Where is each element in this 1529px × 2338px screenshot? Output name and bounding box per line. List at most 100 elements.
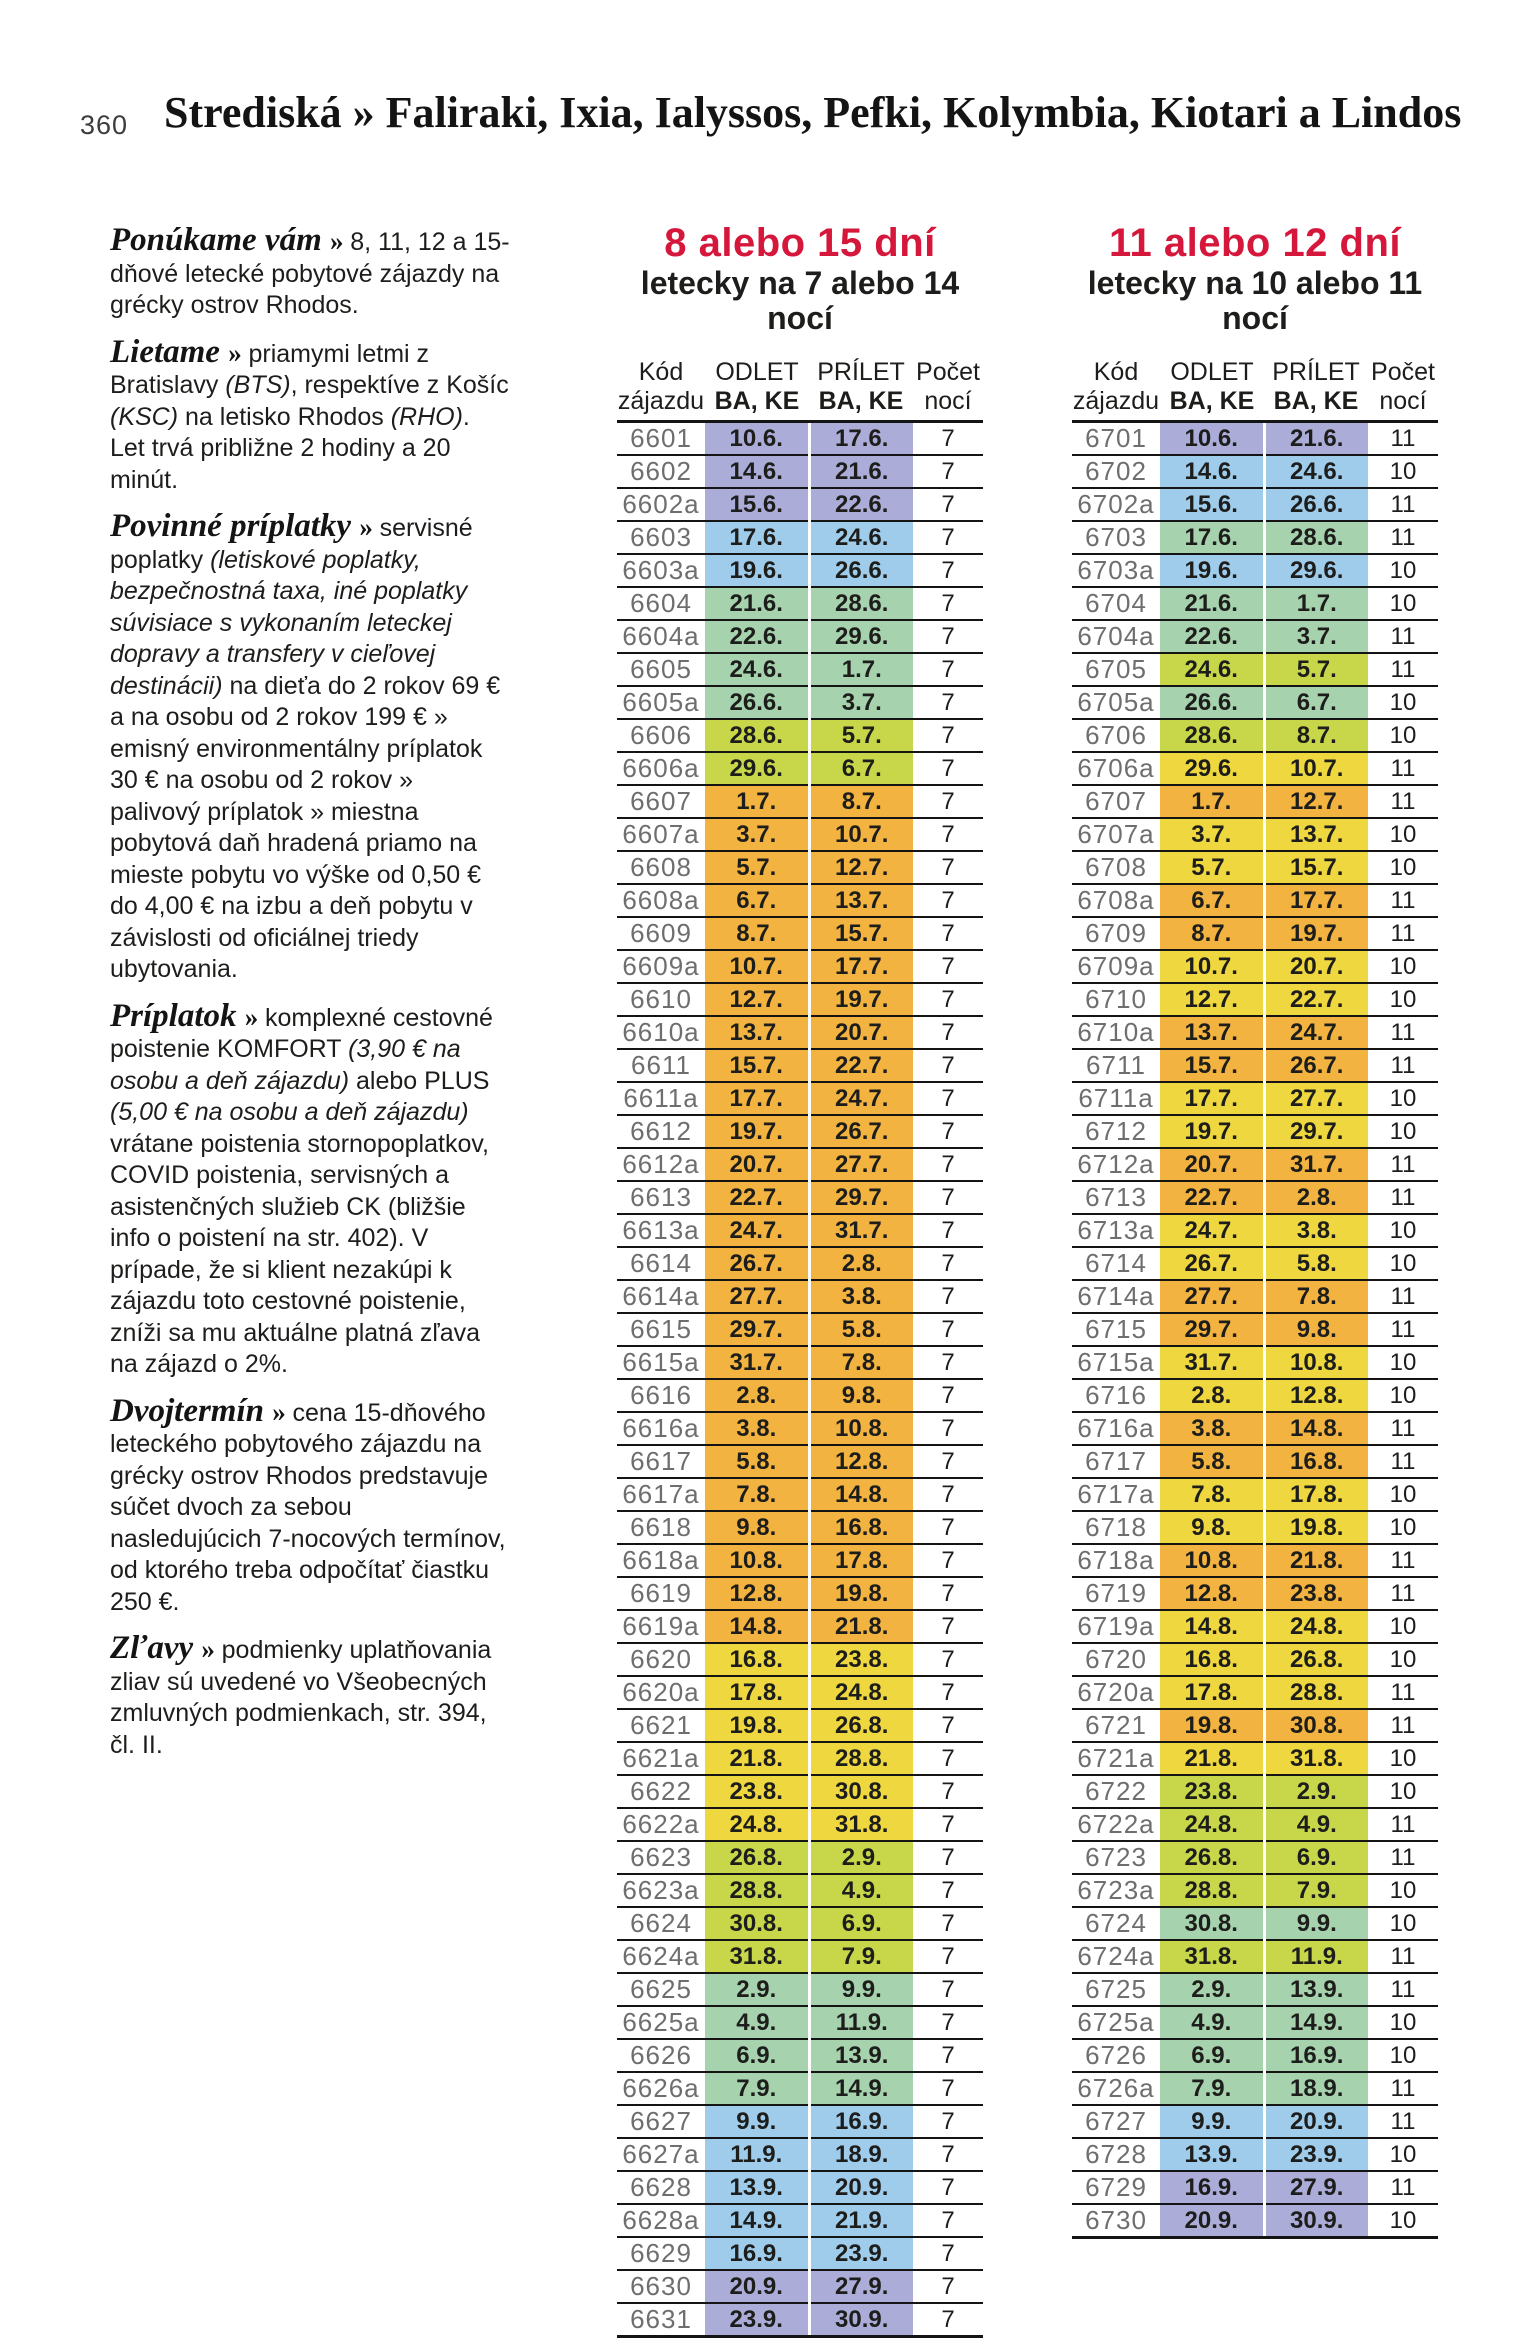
arrival-date: 2.8. bbox=[807, 1247, 913, 1282]
table-row: 6607 1.7. 8.7. 7 bbox=[617, 785, 983, 820]
departure-date: 15.6. bbox=[705, 488, 809, 523]
nights-count: 11 bbox=[1368, 1841, 1438, 1876]
nights-count: 7 bbox=[913, 554, 983, 589]
table-row: 6706 28.6. 8.7. 10 bbox=[1072, 719, 1438, 754]
arrival-date: 26.8. bbox=[807, 1709, 913, 1744]
arrival-date: 19.8. bbox=[807, 1577, 913, 1612]
departure-date: 2.8. bbox=[705, 1379, 809, 1414]
table-title: 8 alebo 15 dní bbox=[664, 221, 936, 265]
arrival-date: 1.7. bbox=[1262, 587, 1368, 622]
departure-date: 12.8. bbox=[1160, 1577, 1264, 1612]
nights-count: 7 bbox=[913, 1412, 983, 1447]
nights-count: 7 bbox=[913, 1313, 983, 1348]
info-paragraph: Povinné príplatky » servisné poplatky (l… bbox=[110, 510, 510, 986]
departure-date: 31.7. bbox=[705, 1346, 809, 1381]
col-header-nights: Počet nocí bbox=[1368, 358, 1438, 424]
arrival-date: 17.8. bbox=[807, 1544, 913, 1579]
nights-count: 7 bbox=[913, 1016, 983, 1051]
trip-code: 6715a bbox=[1072, 1346, 1160, 1381]
arrival-date: 14.8. bbox=[807, 1478, 913, 1513]
info-heading: Dvojtermín bbox=[110, 1392, 273, 1429]
departure-date: 3.7. bbox=[1160, 818, 1264, 853]
table-row: 6614 26.7. 2.8. 7 bbox=[617, 1247, 983, 1282]
nights-count: 10 bbox=[1368, 455, 1438, 490]
trip-code: 6625a bbox=[617, 2006, 705, 2041]
arrival-date: 2.8. bbox=[1262, 1181, 1368, 1216]
arrival-date: 16.8. bbox=[807, 1511, 913, 1546]
trip-code: 6631 bbox=[617, 2303, 705, 2338]
table-row: 6614a 27.7. 3.8. 7 bbox=[617, 1280, 983, 1315]
col-header-depart: ODLET BA, KE bbox=[705, 358, 809, 424]
trip-code: 6713 bbox=[1072, 1181, 1160, 1216]
departure-date: 28.6. bbox=[705, 719, 809, 754]
arrival-date: 11.9. bbox=[807, 2006, 913, 2041]
arrival-date: 27.9. bbox=[1262, 2171, 1368, 2206]
arrival-date: 20.7. bbox=[1262, 950, 1368, 985]
trip-code: 6629 bbox=[617, 2237, 705, 2272]
trip-code: 6704 bbox=[1072, 587, 1160, 622]
table-row: 6711 15.7. 26.7. 11 bbox=[1072, 1049, 1438, 1084]
table-row: 6611a 17.7. 24.7. 7 bbox=[617, 1082, 983, 1117]
nights-count: 7 bbox=[913, 653, 983, 688]
table-row: 6609 8.7. 15.7. 7 bbox=[617, 917, 983, 952]
table-row: 6714 26.7. 5.8. 10 bbox=[1072, 1247, 1438, 1282]
nights-count: 7 bbox=[913, 1214, 983, 1249]
table-row: 6715 29.7. 9.8. 11 bbox=[1072, 1313, 1438, 1348]
trip-code: 6622 bbox=[617, 1775, 705, 1810]
table-row: 6726a 7.9. 18.9. 11 bbox=[1072, 2072, 1438, 2107]
arrival-date: 14.8. bbox=[1262, 1412, 1368, 1447]
departure-date: 5.8. bbox=[705, 1445, 809, 1480]
trip-code: 6723 bbox=[1072, 1841, 1160, 1876]
departure-date: 15.7. bbox=[705, 1049, 809, 1084]
table-row: 6720 16.8. 26.8. 10 bbox=[1072, 1643, 1438, 1678]
arrival-date: 9.8. bbox=[1262, 1313, 1368, 1348]
trip-code: 6722a bbox=[1072, 1808, 1160, 1843]
arrival-date: 12.7. bbox=[1262, 785, 1368, 820]
nights-count: 10 bbox=[1368, 1082, 1438, 1117]
nights-count: 11 bbox=[1368, 1544, 1438, 1579]
nights-count: 11 bbox=[1368, 1577, 1438, 1612]
arrival-date: 19.8. bbox=[1262, 1511, 1368, 1546]
table-row: 6606 28.6. 5.7. 7 bbox=[617, 719, 983, 754]
info-paragraph: Lietame » priamymi letmi z Bratislavy (B… bbox=[110, 335, 510, 497]
table-row: 6723a 28.8. 7.9. 10 bbox=[1072, 1874, 1438, 1909]
nights-count: 10 bbox=[1368, 950, 1438, 985]
nights-count: 11 bbox=[1368, 2072, 1438, 2107]
table-row: 6718 9.8. 19.8. 10 bbox=[1072, 1511, 1438, 1546]
departure-date: 26.6. bbox=[1160, 686, 1264, 721]
table-row: 6703 17.6. 28.6. 11 bbox=[1072, 521, 1438, 556]
nights-count: 7 bbox=[913, 1742, 983, 1777]
arrival-date: 8.7. bbox=[807, 785, 913, 820]
departure-date: 19.8. bbox=[1160, 1709, 1264, 1744]
table-row: 6602 14.6. 21.6. 7 bbox=[617, 455, 983, 490]
arrival-date: 19.7. bbox=[1262, 917, 1368, 952]
trip-code: 6609a bbox=[617, 950, 705, 985]
table-row: 6711a 17.7. 27.7. 10 bbox=[1072, 1082, 1438, 1117]
info-text: , respektíve z Košíc bbox=[290, 371, 509, 399]
table-row: 6719a 14.8. 24.8. 10 bbox=[1072, 1610, 1438, 1645]
nights-count: 7 bbox=[913, 1676, 983, 1711]
arrival-date: 5.7. bbox=[1262, 653, 1368, 688]
info-text: alebo PLUS bbox=[349, 1066, 490, 1095]
departure-date: 7.8. bbox=[705, 1478, 809, 1513]
guillemet-separator: » bbox=[244, 1001, 266, 1032]
table-row: 6715a 31.7. 10.8. 10 bbox=[1072, 1346, 1438, 1381]
departure-date: 2.8. bbox=[1160, 1379, 1264, 1414]
nights-count: 7 bbox=[913, 983, 983, 1018]
col-header-nights: Počet nocí bbox=[913, 358, 983, 424]
guillemet-separator: » bbox=[228, 337, 249, 368]
table-row: 6721a 21.8. 31.8. 10 bbox=[1072, 1742, 1438, 1777]
departure-date: 12.7. bbox=[705, 983, 809, 1018]
departure-date: 31.8. bbox=[705, 1940, 809, 1975]
arrival-date: 1.7. bbox=[807, 653, 913, 688]
departure-date: 20.7. bbox=[1160, 1148, 1264, 1183]
table-row: 6603 17.6. 24.6. 7 bbox=[617, 521, 983, 556]
departure-date: 24.8. bbox=[705, 1808, 809, 1843]
departure-date: 10.6. bbox=[1160, 421, 1264, 457]
info-paragraph: Ponúkame vám » 8, 11, 12 a 15-dňové lete… bbox=[110, 224, 510, 322]
trip-code: 6620 bbox=[617, 1643, 705, 1678]
nights-count: 10 bbox=[1368, 1247, 1438, 1282]
nights-count: 7 bbox=[913, 950, 983, 985]
arrival-date: 7.8. bbox=[807, 1346, 913, 1381]
nights-count: 11 bbox=[1368, 1280, 1438, 1315]
